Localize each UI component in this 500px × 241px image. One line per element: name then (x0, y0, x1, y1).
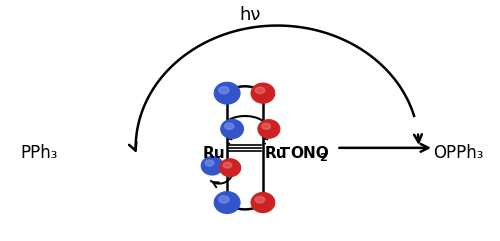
Text: OPPh₃: OPPh₃ (434, 144, 484, 162)
Ellipse shape (205, 160, 214, 166)
Ellipse shape (255, 87, 264, 94)
Ellipse shape (224, 123, 234, 129)
Ellipse shape (201, 156, 223, 175)
Text: Ru: Ru (265, 146, 287, 161)
Ellipse shape (223, 162, 232, 168)
Text: 2: 2 (320, 153, 328, 163)
Text: ONO: ONO (290, 146, 329, 161)
Text: Ru: Ru (202, 146, 225, 161)
Ellipse shape (214, 192, 240, 214)
Ellipse shape (220, 119, 244, 139)
Ellipse shape (218, 87, 229, 94)
Ellipse shape (262, 123, 270, 129)
Ellipse shape (214, 82, 240, 104)
Ellipse shape (251, 193, 275, 213)
Text: hν: hν (240, 6, 260, 24)
Ellipse shape (251, 83, 275, 103)
Ellipse shape (218, 196, 229, 203)
Ellipse shape (255, 196, 264, 203)
Ellipse shape (220, 159, 240, 177)
Ellipse shape (258, 120, 280, 138)
Text: PPh₃: PPh₃ (20, 144, 58, 162)
